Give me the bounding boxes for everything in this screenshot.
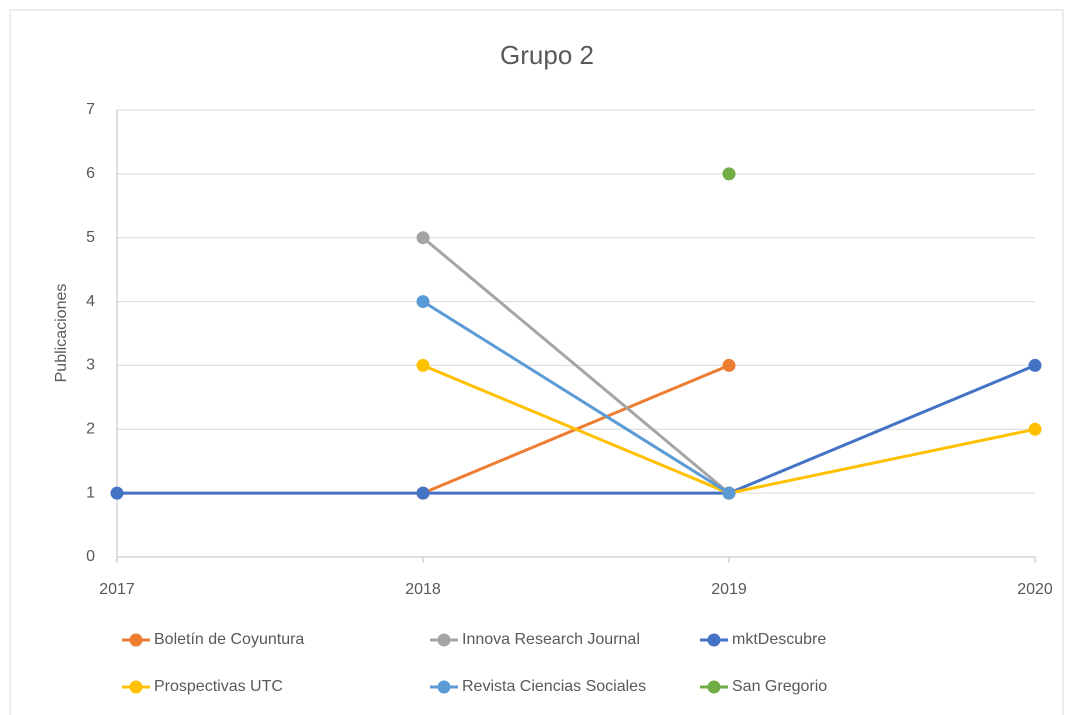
y-tick-label: 7 — [86, 101, 95, 118]
legend-marker — [129, 633, 143, 647]
legend-label: Innova Research Journal — [462, 631, 640, 648]
series-line — [117, 364, 1036, 495]
legend-label: Revista Ciencias Sociales — [462, 678, 646, 695]
x-tick-label: 2020 — [1017, 581, 1053, 598]
y-tick-label: 4 — [86, 293, 95, 310]
y-tick-label: 3 — [86, 357, 95, 374]
chart-title: Grupo 2 — [500, 40, 594, 70]
legend-marker — [437, 633, 451, 647]
x-tick-label: 2019 — [711, 581, 747, 598]
legend-marker — [707, 633, 721, 647]
x-tick-label: 2018 — [405, 581, 441, 598]
x-tick-label: 2017 — [99, 581, 135, 598]
legend-label: San Gregorio — [732, 678, 827, 695]
series-point — [1028, 422, 1042, 436]
series-point — [416, 486, 430, 500]
series-point — [1028, 358, 1042, 372]
series-point — [110, 486, 124, 500]
legend-label: Prospectivas UTC — [154, 678, 283, 695]
y-tick-label: 1 — [86, 484, 95, 501]
series-line — [422, 300, 730, 495]
legend-label: Boletín de Coyuntura — [154, 631, 304, 648]
series-line — [422, 236, 730, 495]
legend-label: mktDescubre — [732, 631, 826, 648]
legend-marker — [707, 680, 721, 694]
series-point — [722, 486, 736, 500]
y-axis-label: Publicaciones — [53, 284, 70, 383]
series-point — [722, 358, 736, 372]
series-point — [416, 231, 430, 245]
legend-marker — [129, 680, 143, 694]
y-tick-label: 5 — [86, 229, 95, 246]
chart-frame — [9, 9, 1064, 715]
y-tick-label: 6 — [86, 165, 95, 182]
series-point — [722, 167, 736, 181]
y-tick-label: 2 — [86, 421, 95, 438]
series-point — [416, 295, 430, 309]
y-tick-label: 0 — [86, 548, 95, 565]
series-point — [416, 358, 430, 372]
legend-marker — [437, 680, 451, 694]
